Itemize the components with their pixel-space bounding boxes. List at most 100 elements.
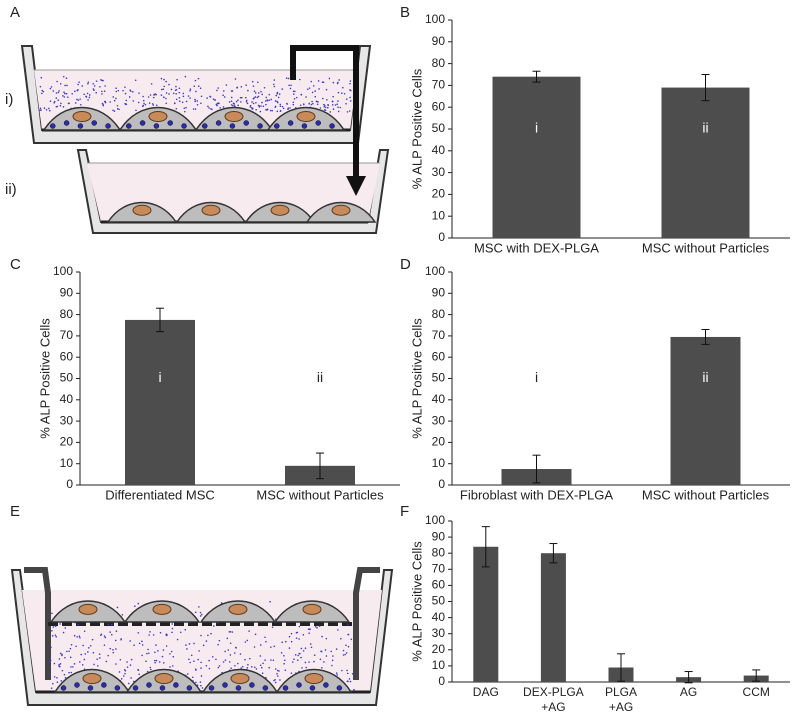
particle [201,687,204,689]
particle [347,633,350,636]
particle [56,105,59,108]
particle [171,631,173,634]
particle [318,88,320,90]
particle [135,109,137,112]
bar-label: ii [702,120,708,136]
particle [222,106,225,108]
particle [252,102,255,105]
particle [251,108,254,110]
particle [165,633,168,635]
particle [172,655,175,658]
particle [276,669,279,672]
panel-label: ii) [5,181,17,198]
particle [189,88,192,90]
particle [331,664,333,667]
particle [351,672,354,675]
particle [313,654,316,656]
particle [120,678,123,680]
particle [150,83,153,85]
particle [95,80,98,82]
particle [311,91,314,94]
particle [256,96,259,99]
particle [335,672,338,674]
particle [193,660,195,662]
y-tick-label: 0 [438,230,445,244]
particle [230,96,233,99]
particle [346,669,348,672]
particle [209,96,212,98]
particle [112,651,115,654]
particle [273,679,275,682]
particle [231,90,234,92]
particle [229,654,232,656]
x-tick-label: MSC without Particles [642,487,770,502]
particle [304,661,307,664]
particle [52,682,54,685]
particle [112,649,114,651]
particle [185,106,187,109]
particle [169,666,171,668]
particle [175,92,177,95]
particle [160,77,163,80]
particle [160,94,163,96]
particle [332,655,334,657]
particle [325,637,328,640]
particle [240,96,243,99]
particle [260,105,262,107]
particle [137,632,140,634]
particle [218,639,221,642]
particle [215,658,217,661]
particle [165,102,168,105]
y-tick-label: 60 [432,578,446,592]
particle [306,88,309,91]
bar [473,546,499,682]
particle [70,666,72,668]
particle [176,78,178,81]
particle [114,639,117,642]
x-tick-label: MSC without Particles [642,240,770,255]
particle [161,655,164,658]
y-tick-label: 0 [66,477,73,491]
particle [99,85,101,88]
particle [63,673,66,676]
bar [492,76,581,239]
particle [41,89,44,92]
particle [147,648,149,651]
particle [79,636,81,639]
particle [337,106,339,108]
particle [244,641,247,643]
particle [197,658,199,661]
particle [142,95,144,98]
particle [58,658,61,660]
particle [208,667,211,670]
particle [178,100,181,102]
particle [53,100,56,103]
particle [76,98,78,101]
particle [300,656,302,659]
particle [85,96,88,98]
particle [183,110,186,113]
particle [270,659,272,661]
particle [165,97,167,100]
particle [335,648,338,650]
particle [330,650,333,653]
particle [107,623,110,626]
particle [49,660,51,662]
nucleus [201,204,221,216]
particle [81,85,84,87]
particle [198,606,200,608]
particle [141,640,143,643]
particle [282,107,285,110]
particle [168,83,170,86]
particle [254,92,257,94]
nucleus [296,111,316,122]
particle [39,107,42,110]
nucleus [304,673,324,684]
particle [224,659,227,661]
particle [146,652,148,655]
particle [74,90,76,93]
particle [276,110,279,113]
particle [149,631,151,633]
particle [50,86,53,88]
particle [305,666,308,669]
